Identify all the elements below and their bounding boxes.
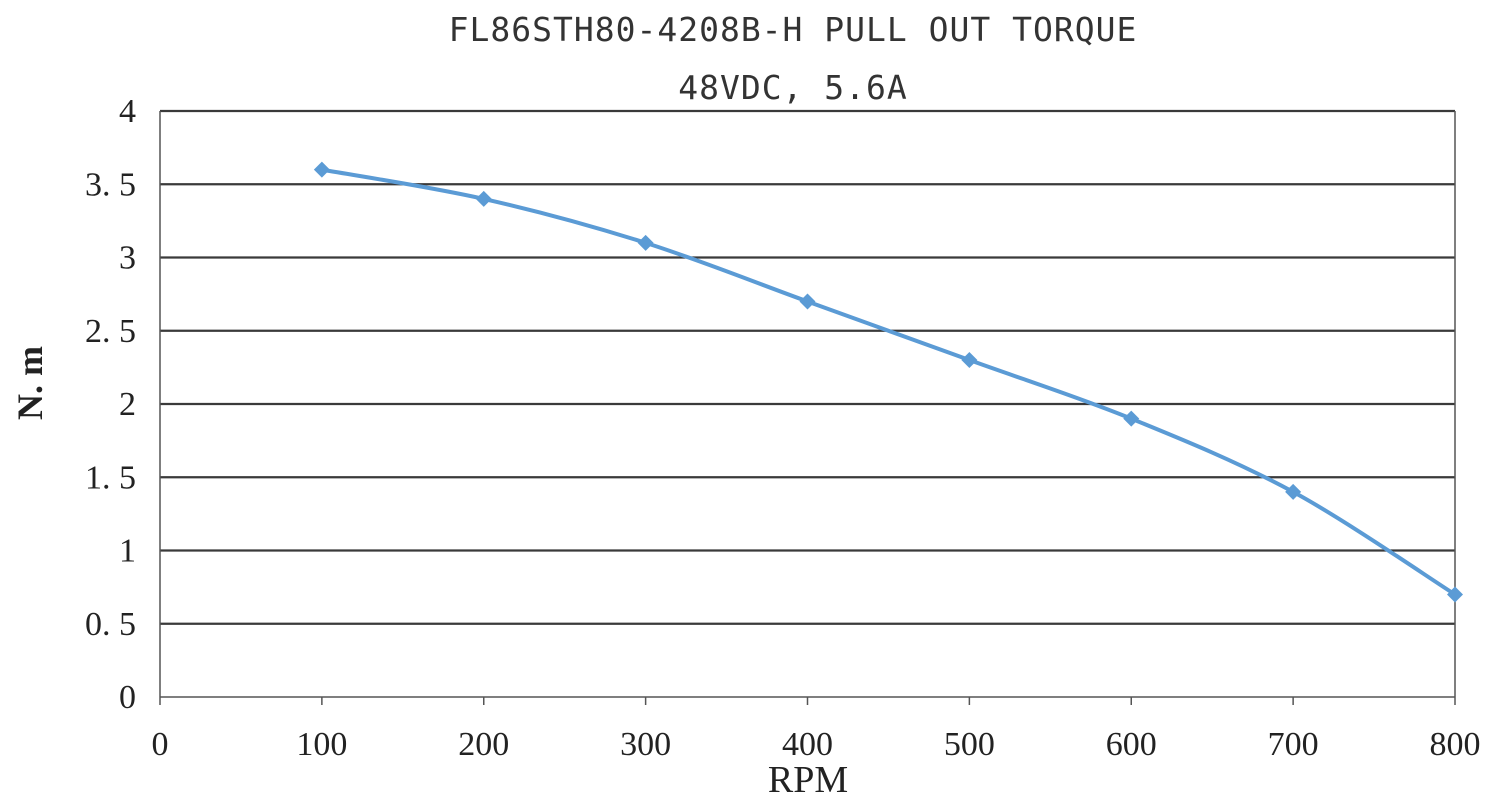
data-point: [475, 190, 492, 207]
y-tick-labels: 0 0. 5 1 1. 5 2 2. 5 3 3. 5 4: [85, 93, 136, 716]
x-tick-label: 600: [1106, 726, 1157, 763]
data-point: [1447, 586, 1463, 603]
data-point: [313, 161, 330, 178]
x-tick-label: 200: [458, 726, 509, 763]
series-line: [319, 167, 1457, 597]
y-axis-label: N. m: [10, 346, 50, 420]
x-tick-labels: 0 100 200 300 400 500 600 700 800: [152, 726, 1481, 763]
chart-subtitle: 48VDC, 5.6A: [678, 68, 908, 107]
y-tick-label: 4: [119, 93, 136, 130]
y-tick-label: 1: [119, 533, 136, 570]
x-tick-label: 700: [1268, 726, 1319, 763]
x-tick-label: 500: [944, 726, 995, 763]
data-point: [961, 352, 978, 369]
y-tick-label: 0: [119, 679, 136, 716]
x-tick-label: 300: [620, 726, 671, 763]
gridlines: [160, 109, 1455, 625]
axes: [159, 111, 1456, 705]
y-tick-label: 2: [119, 386, 136, 423]
data-point: [1285, 483, 1302, 500]
y-tick-label: 0. 5: [85, 606, 136, 643]
chart-title: FL86STH80-4208B-H PULL OUT TORQUE: [449, 10, 1138, 49]
x-tick-label: 400: [782, 726, 833, 763]
y-tick-label: 3. 5: [85, 166, 136, 203]
x-axis-label: RPM: [768, 759, 848, 801]
y-tick-label: 2. 5: [85, 313, 136, 350]
x-tick-label: 800: [1430, 726, 1481, 763]
data-point: [799, 293, 816, 310]
x-tick-label: 100: [296, 726, 347, 763]
data-point: [637, 234, 654, 251]
y-tick-label: 3: [119, 240, 136, 277]
data-point: [1123, 410, 1140, 427]
x-tick-label: 0: [152, 726, 169, 763]
series: [313, 161, 1463, 603]
y-tick-label: 1. 5: [85, 459, 136, 496]
